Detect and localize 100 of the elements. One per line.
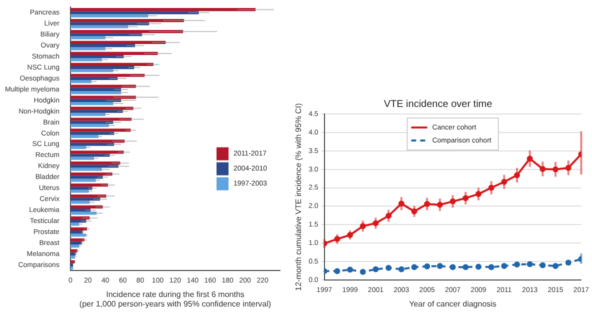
bar — [70, 128, 131, 132]
point — [552, 262, 559, 269]
bar — [70, 118, 132, 121]
point — [450, 264, 456, 270]
bar — [70, 172, 112, 176]
bar — [70, 132, 114, 135]
bar — [70, 44, 136, 48]
bar — [70, 22, 150, 26]
point — [398, 200, 404, 207]
bar — [70, 98, 122, 102]
bar — [70, 84, 136, 88]
bar — [70, 194, 106, 198]
point — [411, 264, 418, 270]
x-axis-title: Incidence rate during the first 6 months (per 1,000 person-years with 95% confidence interval) — [79, 290, 272, 308]
bar — [70, 52, 158, 55]
bar — [70, 142, 114, 146]
bar — [70, 227, 88, 230]
bar — [70, 74, 145, 77]
bar — [70, 164, 118, 168]
point — [411, 208, 418, 214]
bar — [70, 33, 142, 36]
bar — [70, 140, 125, 143]
bar — [70, 190, 89, 193]
point — [334, 268, 340, 274]
bar — [70, 120, 114, 124]
bar — [70, 134, 98, 138]
bar — [70, 47, 106, 50]
point — [386, 264, 392, 271]
bar — [70, 234, 86, 237]
point — [501, 178, 508, 185]
point — [552, 166, 559, 172]
bar — [70, 69, 114, 72]
point — [372, 220, 379, 226]
bar — [70, 54, 124, 58]
bar — [70, 263, 74, 266]
point — [360, 223, 366, 230]
bar — [70, 168, 102, 171]
bar — [70, 222, 80, 226]
bar — [70, 102, 114, 106]
bar — [70, 266, 74, 270]
bar — [70, 8, 256, 12]
bar — [70, 208, 91, 212]
point — [462, 195, 469, 202]
bar — [70, 36, 106, 40]
point — [526, 261, 533, 268]
bar — [70, 146, 86, 149]
bar — [70, 14, 148, 18]
bar — [70, 91, 122, 94]
bar — [70, 18, 184, 22]
point — [436, 262, 443, 269]
point — [347, 266, 354, 273]
bar — [70, 66, 134, 70]
bar — [70, 106, 134, 110]
bar — [70, 176, 103, 179]
x-axis-title: Year of cancer diagnosis — [409, 299, 496, 308]
bar — [70, 25, 128, 28]
point — [398, 266, 404, 272]
bar — [70, 154, 110, 157]
bar — [70, 112, 106, 116]
point — [540, 262, 546, 268]
point — [450, 198, 456, 204]
bar — [70, 96, 136, 99]
point — [488, 264, 494, 270]
point — [462, 264, 469, 270]
bar — [70, 198, 100, 201]
point — [514, 172, 520, 178]
bar — [70, 249, 78, 252]
point — [540, 166, 546, 172]
point — [360, 268, 366, 275]
bar — [70, 88, 122, 92]
bar — [70, 156, 94, 160]
bar — [70, 30, 184, 34]
bar — [70, 238, 84, 242]
bar — [70, 212, 97, 215]
bar — [70, 200, 90, 204]
bar — [70, 11, 199, 14]
y-axis-title: 12-month cumulative VTE incidence (% with 95% CI) — [294, 102, 304, 291]
bar — [70, 124, 109, 128]
bar — [70, 150, 124, 154]
bar — [70, 216, 90, 220]
bar — [70, 252, 76, 256]
point — [386, 212, 392, 219]
point — [475, 264, 482, 270]
chart-title: VTE incidence over time — [384, 98, 493, 110]
bar — [70, 62, 154, 66]
bar — [70, 162, 120, 165]
bar — [70, 58, 102, 62]
point — [488, 184, 494, 191]
bar — [70, 256, 75, 259]
bar — [70, 260, 75, 264]
bar — [70, 230, 83, 234]
bar — [70, 241, 82, 245]
point — [424, 201, 430, 208]
bar — [70, 80, 92, 84]
bar — [70, 178, 96, 182]
point — [436, 202, 443, 208]
bar — [70, 205, 103, 209]
bar — [70, 244, 80, 248]
point — [565, 164, 572, 171]
bar — [70, 186, 92, 190]
